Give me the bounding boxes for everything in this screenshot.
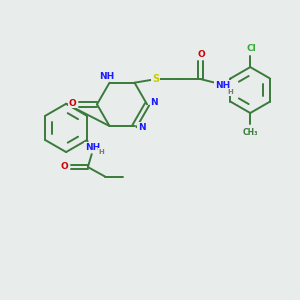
- Text: CH₃: CH₃: [242, 128, 258, 137]
- Text: NH: NH: [100, 72, 115, 81]
- Text: O: O: [69, 99, 77, 108]
- Text: O: O: [60, 162, 68, 171]
- Text: S: S: [152, 74, 159, 84]
- Text: N: N: [138, 123, 146, 132]
- Text: O: O: [197, 50, 205, 58]
- Text: Cl: Cl: [247, 44, 256, 53]
- Text: NH: NH: [85, 143, 100, 152]
- Text: H: H: [227, 89, 233, 95]
- Text: N: N: [151, 98, 158, 107]
- Text: NH: NH: [215, 81, 230, 90]
- Text: H: H: [98, 149, 104, 155]
